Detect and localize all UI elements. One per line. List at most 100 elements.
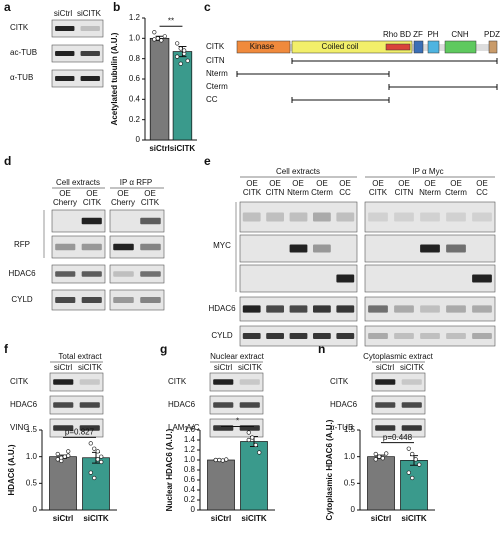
band — [80, 25, 100, 32]
column-header: OE — [86, 189, 98, 198]
y-tick-label: 1.0 — [26, 452, 38, 461]
column-header: OE — [59, 189, 71, 198]
band — [368, 333, 388, 339]
band — [140, 243, 161, 251]
band — [239, 402, 260, 408]
y-tick-label: 0.8 — [184, 465, 196, 474]
band — [55, 297, 76, 303]
band — [289, 333, 308, 339]
band — [420, 212, 440, 222]
band — [394, 212, 414, 222]
column-header: Cherry — [111, 198, 135, 207]
construct-label: CITK — [206, 42, 225, 51]
x-tick-label: siCITK — [401, 514, 427, 523]
domain-label: CNH — [451, 30, 469, 39]
bar — [240, 441, 268, 511]
band — [420, 244, 440, 253]
panel-label: h — [318, 342, 325, 356]
column-header: CITN — [266, 188, 285, 197]
y-tick-label: 0 — [191, 505, 196, 514]
bar — [400, 460, 428, 511]
data-point — [175, 41, 180, 46]
band — [446, 244, 466, 253]
data-point — [257, 450, 262, 455]
x-tick-label: siCtrl — [371, 514, 391, 523]
band — [375, 425, 396, 431]
data-point — [384, 451, 389, 456]
y-tick-label: 1.0 — [129, 33, 141, 42]
y-axis-label: HDAC6 (A.U.) — [7, 444, 16, 495]
column-header: OE — [424, 179, 436, 188]
panel-label: g — [160, 342, 167, 356]
band — [289, 305, 308, 313]
row-label: α-TUB — [10, 73, 33, 82]
blot-title: Nuclear extract — [210, 352, 265, 361]
data-point — [406, 470, 411, 475]
y-tick-label: 1.4 — [184, 435, 196, 444]
column-header: OE — [144, 189, 156, 198]
row-label: MYC — [213, 241, 231, 250]
column-header: siCITK — [238, 363, 263, 372]
x-tick-label: siCtrl — [53, 514, 73, 523]
band — [79, 379, 100, 385]
column-header: siCITK — [400, 363, 425, 372]
domain-label: PDZ — [484, 30, 500, 39]
column-header: CITK — [83, 198, 102, 207]
data-point — [159, 38, 164, 43]
x-tick-label: siCtrl — [211, 514, 231, 523]
data-point — [246, 437, 251, 443]
band — [289, 244, 308, 253]
band — [420, 305, 440, 313]
domain-label: ZF — [413, 30, 423, 39]
significance-label: p=0.827 — [65, 427, 95, 436]
data-point — [253, 442, 258, 448]
bar — [82, 457, 110, 511]
band — [313, 212, 331, 222]
domain — [444, 40, 477, 54]
y-tick-label: 0.6 — [184, 475, 196, 484]
domain-label: Rho BD — [383, 30, 411, 39]
domain — [385, 43, 411, 51]
blot — [109, 209, 165, 233]
column-header: OE — [246, 179, 258, 188]
bar — [49, 456, 77, 511]
row-label: LAM A/C — [168, 423, 200, 432]
column-header: siCtrl — [54, 9, 72, 18]
domain — [291, 40, 413, 54]
y-tick-label: 1.0 — [184, 455, 196, 464]
construct-label: Cterm — [206, 82, 228, 91]
y-tick-label: 0.5 — [26, 478, 38, 487]
x-tick-label: siCtrl — [149, 144, 169, 153]
data-point — [410, 451, 415, 457]
band — [472, 274, 492, 283]
row-label: CITK — [330, 377, 349, 386]
x-tick-label: siCITK — [83, 514, 109, 523]
band — [242, 333, 261, 339]
band — [113, 271, 134, 277]
row-label: HDAC6 — [10, 400, 38, 409]
band — [113, 243, 134, 251]
data-point — [66, 449, 71, 454]
band — [242, 212, 261, 222]
band — [289, 212, 308, 222]
x-tick-label: siCITK — [170, 144, 196, 153]
band — [53, 402, 74, 408]
blot — [371, 372, 426, 392]
row-label: ac-TUB — [10, 48, 37, 57]
y-tick-label: 1.0 — [344, 452, 356, 461]
data-point — [88, 470, 93, 475]
column-header: CITK — [141, 198, 160, 207]
column-header: OE — [269, 179, 281, 188]
band — [313, 305, 331, 313]
domain-label: Kinase — [250, 42, 275, 51]
band — [394, 305, 414, 313]
y-tick-label: 0.2 — [184, 495, 196, 504]
data-point — [410, 475, 415, 481]
group-header: IP α Myc — [412, 167, 443, 176]
blot — [364, 201, 496, 233]
blot — [109, 264, 165, 284]
data-point — [99, 454, 104, 459]
band — [446, 333, 466, 339]
band — [80, 75, 100, 82]
